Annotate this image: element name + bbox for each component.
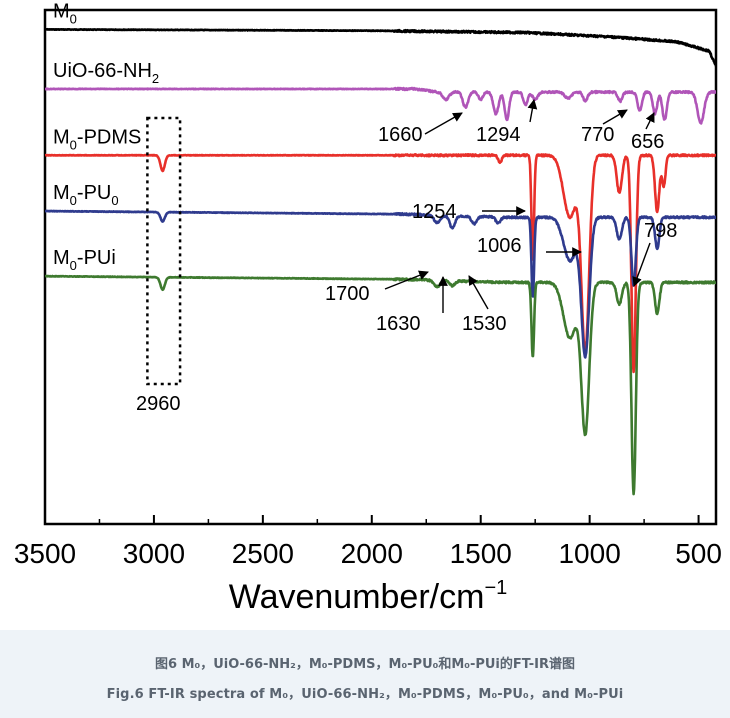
series-label-1: UiO-66-NH2 xyxy=(53,60,159,86)
annotation-770: 770 xyxy=(581,124,614,146)
x-tick-label-3500: 3500 xyxy=(14,538,76,569)
caption-chinese: 图6 M₀，UiO-66-NH₂，M₀-PDMS，M₀-PU₀和M₀-PUi的F… xyxy=(155,657,575,672)
x-axis-title: Wavenumber/cm−1 xyxy=(229,577,508,616)
series-line-3 xyxy=(45,209,716,359)
x-tick-label-500: 500 xyxy=(675,538,722,569)
annotation-1630: 1630 xyxy=(376,313,421,335)
annotation-1006: 1006 xyxy=(477,235,522,257)
annotation-1660: 1660 xyxy=(378,124,423,146)
annotation-arrow-1660 xyxy=(424,112,463,135)
x-tick-label-1500: 1500 xyxy=(450,538,512,569)
series-line-1 xyxy=(45,86,716,125)
highlight-box xyxy=(146,116,182,386)
annotation-arrow-1294 xyxy=(527,99,538,123)
caption-english: Fig.6 FT-IR spectra of M₀，UiO-66-NH₂，M₀-… xyxy=(106,687,624,702)
series-label-4: M0-PUi xyxy=(53,247,116,273)
annotation-1254: 1254 xyxy=(412,201,457,223)
series-line-0 xyxy=(45,27,716,67)
annotation-arrow-1700 xyxy=(384,270,429,290)
annotation-798: 798 xyxy=(644,220,677,242)
annotation-arrow-656 xyxy=(645,112,655,130)
figure-caption: 图6 M₀，UiO-66-NH₂，M₀-PDMS，M₀-PU₀和M₀-PUi的F… xyxy=(0,630,730,718)
annotation-arrow-798 xyxy=(632,242,651,287)
annotation-arrow-770 xyxy=(602,109,628,125)
series-line-2 xyxy=(45,153,716,374)
series-line-4 xyxy=(45,274,716,496)
annotation-1294: 1294 xyxy=(476,124,521,146)
annotation-656: 656 xyxy=(631,131,664,153)
series-label-0: M0 xyxy=(53,0,77,26)
plot-frame xyxy=(43,8,718,526)
series-label-2: M0-PDMS xyxy=(53,126,141,152)
annotation-1700: 1700 xyxy=(325,283,370,305)
x-tick-label-2000: 2000 xyxy=(341,538,403,569)
series-label-3: M0-PU0 xyxy=(53,182,119,208)
chart-svg: M0 UiO-66-NH2 M0-PDMS M0-PU0 M0-PUi 1660 1294 7… xyxy=(14,0,722,616)
annotation-1530: 1530 xyxy=(462,313,507,335)
annotation-arrow-1530 xyxy=(468,275,489,310)
x-tick-label-1000: 1000 xyxy=(558,538,620,569)
x-tick-label-2500: 2500 xyxy=(232,538,294,569)
annotation-2960: 2960 xyxy=(136,393,181,415)
ftir-chart: M0 UiO-66-NH2 M0-PDMS M0-PU0 M0-PUi 1660 1294 7… xyxy=(14,0,722,616)
x-tick-label-3000: 3000 xyxy=(123,538,185,569)
